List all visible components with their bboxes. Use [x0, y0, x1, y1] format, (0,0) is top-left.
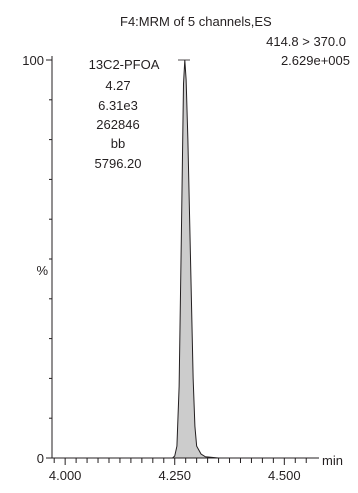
header-line-3: 2.629e+005 [281, 53, 350, 68]
peak-annotation: 13C2-PFOA 4.27 6.31e3 262846 bb 5796.20 [89, 57, 190, 171]
x-tick-label: 4.000 [49, 468, 82, 483]
header-line-1: F4:MRM of 5 channels,ES [120, 14, 272, 29]
peak-compound-label: 13C2-PFOA [89, 57, 160, 72]
y-axis-label: % [36, 263, 48, 278]
y-tick-label: 100 [22, 53, 44, 68]
header-line-2: 414.8 > 370.0 [266, 34, 346, 49]
peak-area-value: 262846 [96, 117, 139, 132]
peak-retention-time: 4.27 [105, 78, 130, 93]
y-tick-label: 0 [37, 451, 44, 466]
axes: 0 100 4.000 4.250 4.500 [22, 53, 319, 483]
peak-signal-noise-value: 5796.20 [95, 156, 142, 171]
x-tick-label: 4.500 [268, 468, 301, 483]
peak-fill [52, 60, 315, 458]
x-tick-label: 4.250 [158, 468, 191, 483]
x-axis-label: min [322, 453, 343, 468]
peak-baseline-code: bb [111, 136, 125, 151]
peak-height-value: 6.31e3 [98, 98, 138, 113]
